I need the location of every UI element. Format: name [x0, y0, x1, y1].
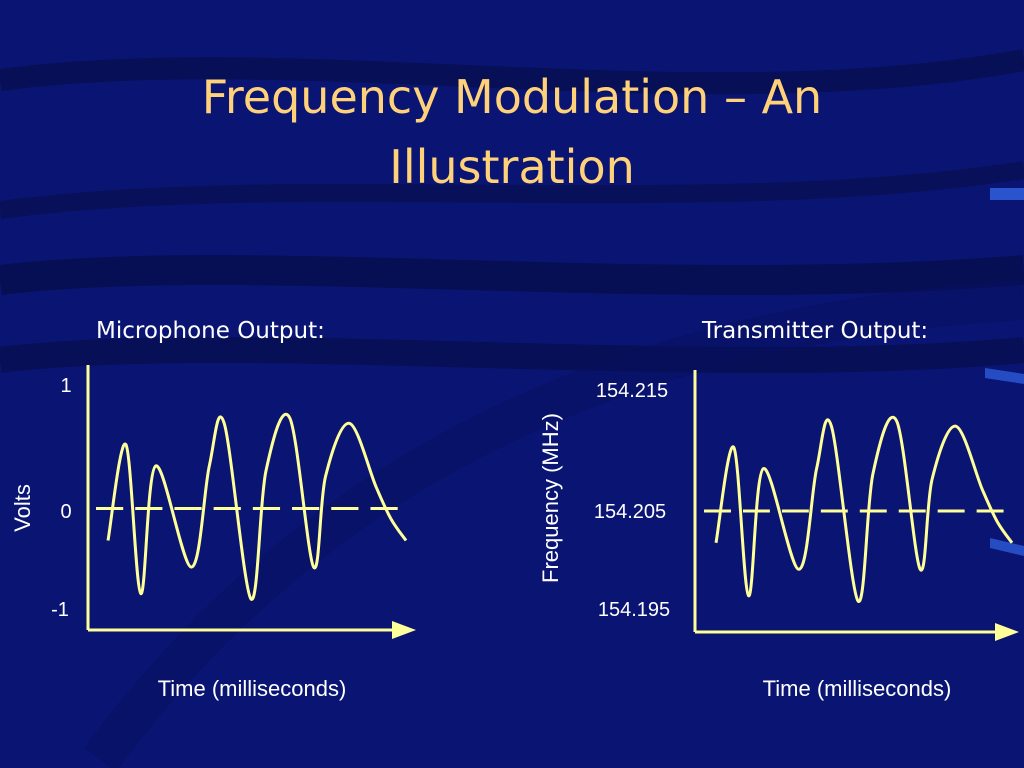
- mic-signal-curve: [106, 412, 408, 601]
- tx-y-axis-label: Frequency (MHz): [538, 413, 563, 583]
- title-line-2: Illustration: [389, 140, 635, 194]
- tx-frequency-curve: [714, 415, 1014, 603]
- tx-ytick-mid: 154.205: [594, 501, 666, 523]
- mic-ytick-neg1: -1: [51, 599, 69, 621]
- mic-y-axis-label: Volts: [10, 484, 35, 532]
- mic-ytick-0: 0: [60, 501, 71, 523]
- slide-title: Frequency Modulation – An Illustration: [0, 62, 1024, 202]
- tx-ytick-top: 154.215: [596, 380, 668, 402]
- mic-x-axis-arrow: [392, 621, 416, 639]
- tx-ytick-bottom: 154.195: [598, 599, 670, 621]
- tx-x-axis-label: Time (milliseconds): [763, 676, 952, 701]
- transmitter-output-label: Transmitter Output:: [702, 318, 929, 344]
- title-line-1: Frequency Modulation – An: [201, 70, 823, 124]
- mic-x-axis-label: Time (milliseconds): [158, 676, 347, 701]
- mic-ytick-1: 1: [60, 375, 71, 397]
- microphone-output-label: Microphone Output:: [96, 318, 325, 344]
- tx-x-axis-arrow: [995, 623, 1019, 641]
